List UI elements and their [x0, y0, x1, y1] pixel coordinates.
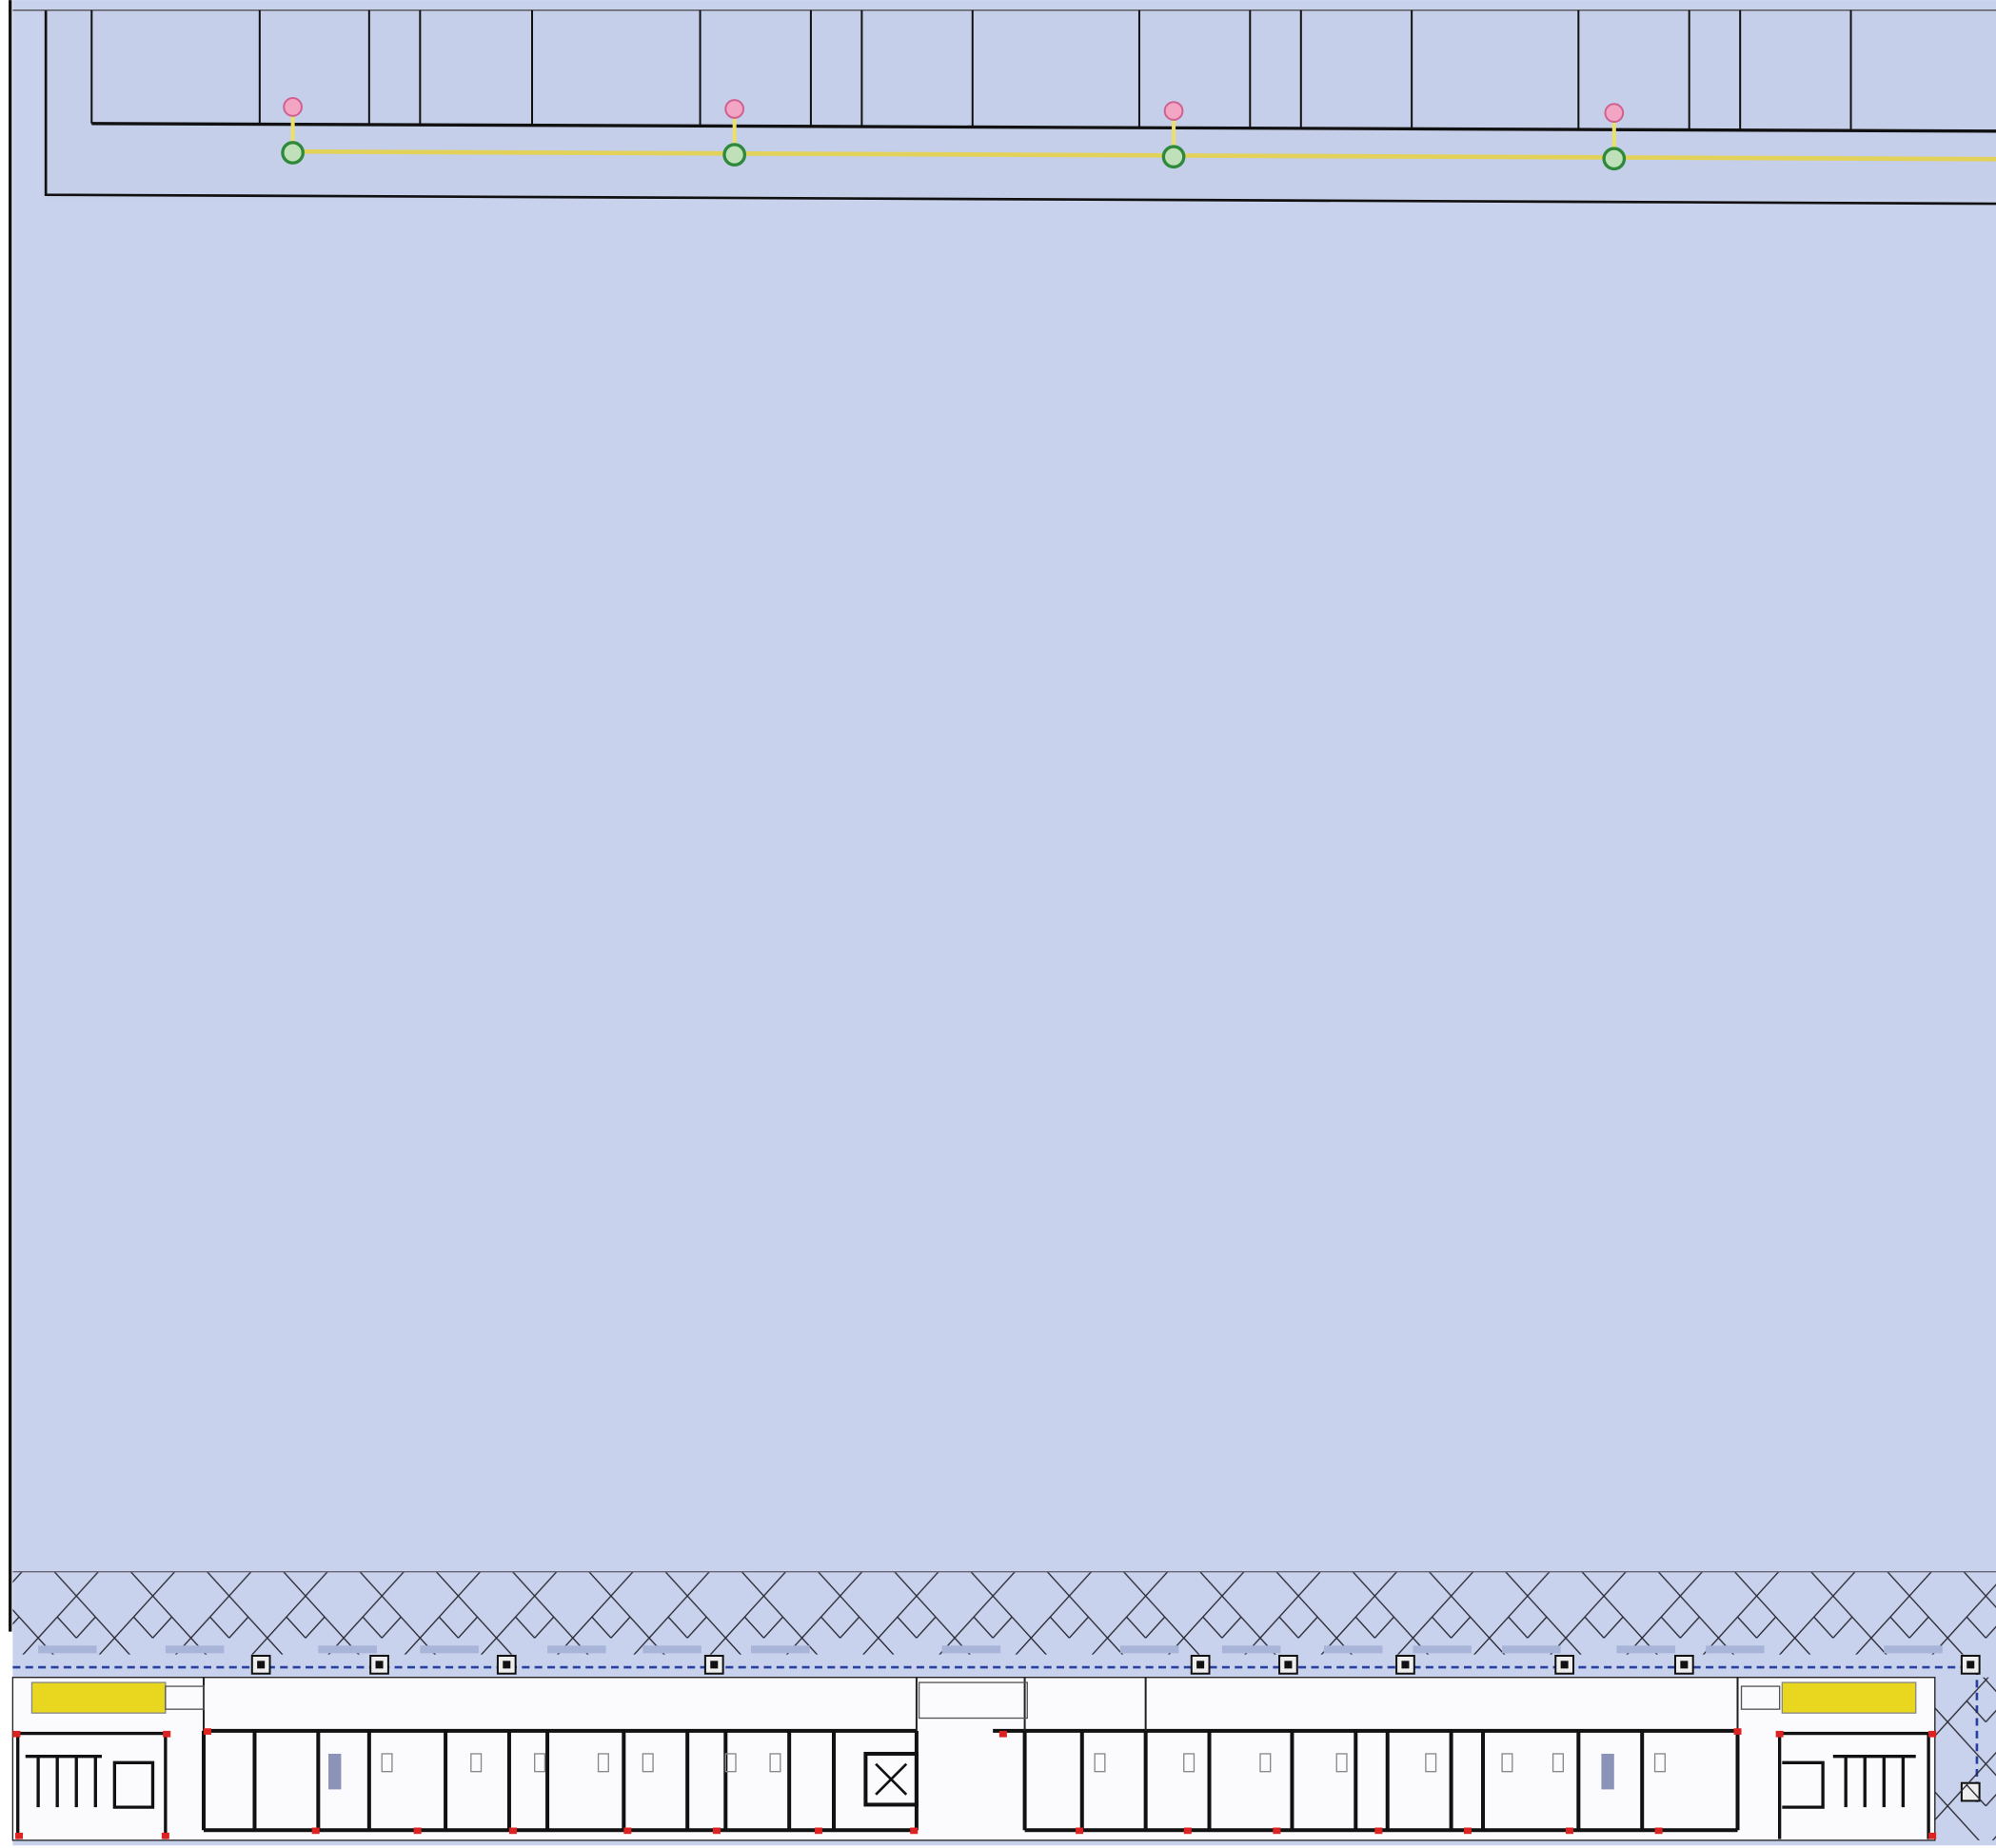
junction-core: [503, 1661, 511, 1669]
label-plate: [38, 1645, 97, 1654]
fixture: [642, 1753, 654, 1773]
manhole-marker: [1161, 145, 1186, 169]
fixture: [1653, 1753, 1666, 1773]
label-plate: [941, 1645, 1001, 1654]
lamp-marker: [1604, 103, 1625, 124]
fixture: [1094, 1753, 1106, 1773]
fixture: [1501, 1753, 1513, 1773]
manhole-marker: [281, 141, 305, 165]
label-plate: [1706, 1645, 1765, 1654]
right-hatch: [1934, 1677, 1996, 1840]
column: [1775, 1730, 1784, 1738]
fixture: [1259, 1753, 1272, 1773]
junction-core: [1680, 1661, 1689, 1669]
lamp-marker: [283, 97, 303, 117]
label-plate: [318, 1645, 377, 1654]
label-plate: [1502, 1645, 1561, 1654]
column: [910, 1827, 919, 1835]
column: [1928, 1832, 1937, 1839]
stair-flight: [918, 1681, 1028, 1720]
column: [1654, 1827, 1663, 1835]
utility-line: [292, 148, 1996, 162]
junction-core: [1560, 1661, 1569, 1669]
lamp-marker: [1163, 101, 1184, 121]
manhole-marker: [722, 143, 747, 167]
label-plate: [1884, 1645, 1943, 1654]
fixture: [470, 1753, 483, 1773]
manhole-marker: [1602, 147, 1627, 171]
stair-cross: [875, 1762, 908, 1796]
top-zone: [46, 10, 1996, 199]
fixture: [1551, 1753, 1564, 1773]
building: [11, 1677, 1936, 1841]
junction-core: [1284, 1661, 1293, 1669]
paving-band: [12, 1571, 1996, 1655]
stair-flight: [1740, 1685, 1781, 1710]
column: [12, 1730, 21, 1738]
fixture: [534, 1753, 546, 1773]
junction-core: [710, 1661, 719, 1669]
label-plate: [1323, 1645, 1383, 1654]
column: [1928, 1730, 1937, 1738]
column: [1374, 1827, 1383, 1835]
column: [203, 1728, 212, 1735]
yellow-zone: [1781, 1681, 1917, 1714]
yellow-zone: [30, 1681, 167, 1714]
stall-baseline: [91, 122, 1996, 133]
column: [15, 1832, 24, 1839]
junction-core: [375, 1661, 384, 1669]
column: [163, 1730, 171, 1738]
background-area: [12, 0, 1996, 1846]
column: [161, 1832, 169, 1839]
fixture: [381, 1753, 393, 1773]
corridor-wall: [203, 1728, 1738, 1833]
label-plate: [547, 1645, 606, 1654]
label-plate: [1616, 1645, 1675, 1654]
fixture: [769, 1753, 781, 1773]
column: [623, 1827, 632, 1835]
column: [712, 1827, 721, 1835]
fixture: [1335, 1753, 1348, 1773]
label-plate: [642, 1645, 702, 1654]
fixture: [1425, 1753, 1437, 1773]
column: [1733, 1728, 1742, 1735]
column: [1076, 1827, 1084, 1835]
label-plate: [165, 1645, 225, 1654]
column: [1273, 1827, 1281, 1835]
stair-core: [863, 1751, 919, 1807]
lamp-marker: [724, 99, 745, 119]
column: [1463, 1827, 1472, 1835]
junction-core: [1401, 1661, 1410, 1669]
column: [814, 1827, 822, 1835]
label-plate: [1221, 1645, 1281, 1654]
column: [508, 1827, 517, 1835]
fixture: [597, 1753, 609, 1773]
shower-unit: [1601, 1753, 1614, 1790]
junction-core: [1966, 1661, 1975, 1669]
zone-outline: [44, 10, 1996, 206]
stair-flight: [165, 1685, 205, 1710]
label-plate: [751, 1645, 810, 1654]
label-plate: [1413, 1645, 1472, 1654]
junction-core: [257, 1661, 266, 1669]
shower-unit: [328, 1753, 342, 1790]
junction-core: [1196, 1661, 1205, 1669]
column: [998, 1730, 1007, 1738]
label-plate: [1119, 1645, 1179, 1654]
column: [311, 1827, 320, 1835]
column: [1565, 1827, 1573, 1835]
fixture: [1183, 1753, 1196, 1773]
column: [413, 1827, 422, 1835]
label-plate: [420, 1645, 479, 1654]
column: [1183, 1827, 1192, 1835]
fixture: [724, 1753, 737, 1773]
